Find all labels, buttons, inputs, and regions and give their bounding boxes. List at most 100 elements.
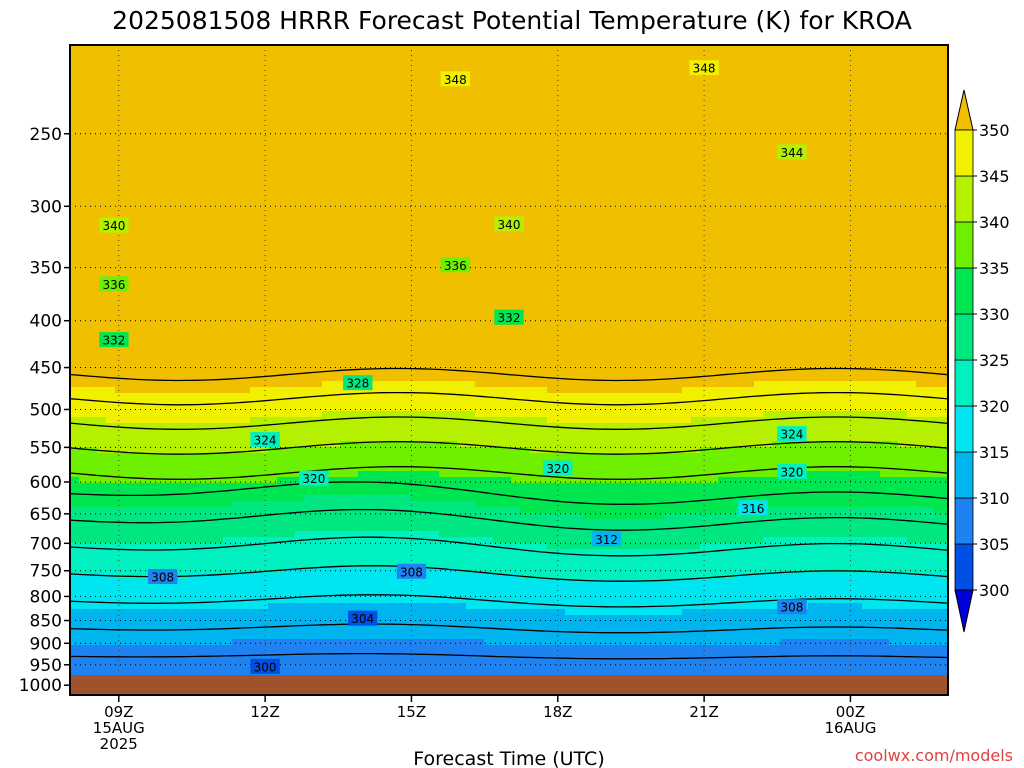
band-cell [79, 393, 89, 400]
band-cell [439, 87, 449, 94]
band-cell [277, 267, 287, 274]
band-cell [223, 297, 233, 304]
band-cell [106, 357, 116, 364]
band-cell [70, 483, 80, 490]
band-cell [331, 645, 341, 652]
band-cell [241, 303, 251, 310]
band-cell [205, 429, 215, 436]
band-cell [142, 177, 152, 184]
band-cell [349, 639, 359, 646]
band-cell [241, 615, 251, 622]
band-cell [448, 279, 458, 286]
band-cell [142, 273, 152, 280]
band-cell [223, 393, 233, 400]
band-cell [151, 417, 161, 424]
band-cell [385, 159, 395, 166]
band-cell [430, 615, 440, 622]
band-cell [466, 153, 476, 160]
band-cell [115, 477, 125, 484]
band-cell [250, 573, 260, 580]
band-cell [340, 93, 350, 100]
band-cell [376, 141, 386, 148]
band-cell [133, 525, 143, 532]
band-cell [205, 111, 215, 118]
band-cell [376, 87, 386, 94]
band-cell [250, 135, 260, 142]
band-cell [439, 531, 449, 538]
band-cell [322, 603, 332, 610]
band-cell [133, 495, 143, 502]
band-cell [124, 135, 134, 142]
band-cell [115, 561, 125, 568]
band-cell [169, 555, 179, 562]
band-cell [205, 69, 215, 76]
band-cell [322, 237, 332, 244]
band-cell [286, 171, 296, 178]
band-cell [331, 321, 341, 328]
band-cell [331, 369, 341, 376]
band-cell [97, 561, 107, 568]
band-cell [340, 537, 350, 544]
band-cell [412, 123, 422, 130]
band-cell [394, 375, 404, 382]
band-cell [466, 603, 476, 610]
band-cell [466, 651, 476, 658]
band-cell [124, 621, 134, 628]
band-cell [322, 561, 332, 568]
band-cell [376, 81, 386, 88]
band-cell [205, 627, 215, 634]
band-cell [79, 141, 89, 148]
band-cell [457, 309, 467, 316]
band-cell [385, 207, 395, 214]
band-cell [367, 87, 377, 94]
band-cell [340, 141, 350, 148]
band-cell [115, 411, 125, 418]
band-cell [178, 669, 188, 676]
band-cell [214, 495, 224, 502]
band-cell [223, 459, 233, 466]
band-cell [457, 549, 467, 556]
band-cell [385, 573, 395, 580]
band-cell [259, 381, 269, 388]
band-cell [214, 165, 224, 172]
band-cell [133, 255, 143, 262]
band-cell [142, 51, 152, 58]
band-cell [124, 369, 134, 376]
band-cell [151, 651, 161, 658]
band-cell [394, 123, 404, 130]
band-cell [385, 243, 395, 250]
band-cell [160, 303, 170, 310]
band-cell [358, 105, 368, 112]
band-cell [304, 495, 314, 502]
band-cell [187, 237, 197, 244]
band-cell [394, 333, 404, 340]
band-cell [376, 447, 386, 454]
band-cell [475, 285, 485, 292]
band-cell [313, 507, 323, 514]
band-cell [241, 51, 251, 58]
band-cell [214, 537, 224, 544]
band-cell [232, 405, 242, 412]
band-cell [232, 63, 242, 70]
band-cell [187, 369, 197, 376]
band-cell [412, 417, 422, 424]
band-cell [205, 513, 215, 520]
band-cell [268, 129, 278, 136]
band-cell [295, 423, 305, 430]
band-cell [115, 255, 125, 262]
band-cell [151, 387, 161, 394]
band-cell [70, 399, 80, 406]
band-cell [250, 525, 260, 532]
band-cell [268, 345, 278, 352]
band-cell [70, 651, 80, 658]
band-cell [223, 285, 233, 292]
band-cell [412, 93, 422, 100]
band-cell [241, 333, 251, 340]
band-cell [196, 645, 206, 652]
band-cell [205, 291, 215, 298]
band-cell [421, 417, 431, 424]
band-cell [151, 177, 161, 184]
band-cell [367, 309, 377, 316]
band-cell [214, 663, 224, 670]
band-cell [304, 219, 314, 226]
